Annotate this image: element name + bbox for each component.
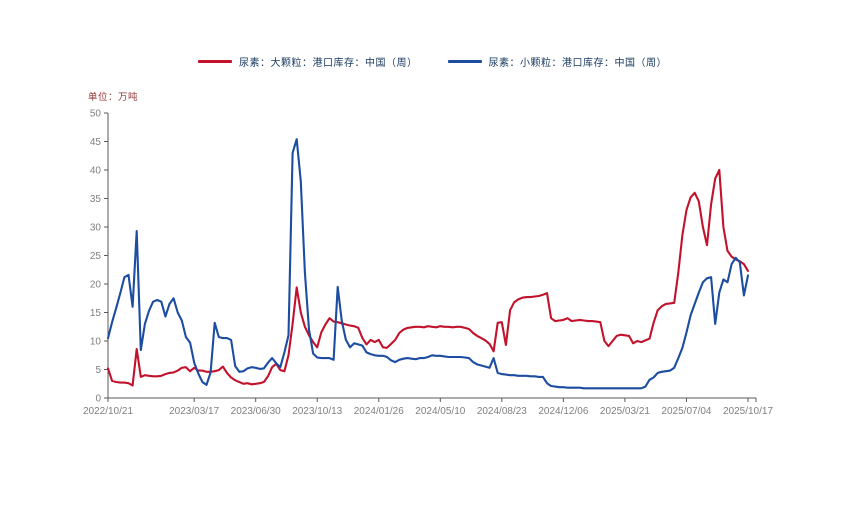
x-tick-label: 2024/05/10 <box>415 406 465 417</box>
chart-legend: 尿素：大颗粒：港口库存：中国（周） 尿素：小颗粒：港口库存：中国（周） <box>0 54 865 69</box>
legend-item-small-granular: 尿素：小颗粒：港口库存：中国（周） <box>447 54 668 69</box>
x-tick-label: 2023/10/13 <box>292 406 342 417</box>
y-tick-label: 35 <box>90 194 102 205</box>
y-tick-label: 25 <box>90 251 102 262</box>
legend-label-large-granular: 尿素：大颗粒：港口库存：中国（周） <box>239 58 418 69</box>
x-tick-label: 2025/10/17 <box>723 406 773 417</box>
x-tick-label: 2025/03/21 <box>600 406 650 417</box>
y-tick-label: 10 <box>90 337 102 348</box>
legend-label-small-granular: 尿素：小颗粒：港口库存：中国（周） <box>488 58 667 69</box>
y-axis-unit-label: 单位：万吨 <box>88 92 139 103</box>
x-tick-label: 2024/08/23 <box>477 406 527 417</box>
x-tick-label: 2024/01/26 <box>354 406 404 417</box>
y-tick-label: 5 <box>95 365 101 376</box>
x-tick-label: 2023/03/17 <box>169 406 219 417</box>
y-tick-label: 50 <box>90 109 102 120</box>
legend-item-large-granular: 尿素：大颗粒：港口库存：中国（周） <box>198 54 418 69</box>
series-line-small-granular <box>106 138 750 390</box>
legend-swatch-red-line <box>198 60 232 63</box>
y-tick-label: 40 <box>90 166 102 177</box>
y-tick-label: 20 <box>90 280 102 291</box>
y-tick-label: 15 <box>90 308 102 319</box>
x-tick-label: 2023/06/30 <box>231 406 281 417</box>
y-tick-label: 30 <box>90 223 102 234</box>
x-tick-label: 2022/10/21 <box>83 406 133 417</box>
series-line-large-granular <box>106 168 750 387</box>
y-tick-label: 0 <box>95 394 101 405</box>
x-tick-label: 2024/12/06 <box>538 406 588 417</box>
legend-swatch-blue-line <box>447 60 482 63</box>
y-tick-label: 45 <box>90 137 102 148</box>
x-tick-label: 2025/07/04 <box>661 406 711 417</box>
